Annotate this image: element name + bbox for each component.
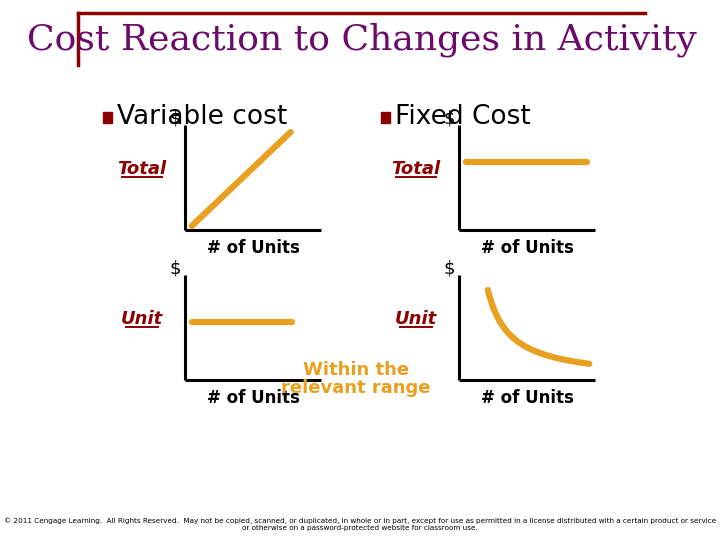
Bar (381, 112, 390, 123)
Text: Fixed Cost: Fixed Cost (395, 104, 531, 130)
Text: # of Units: # of Units (481, 239, 574, 257)
Text: Total: Total (392, 160, 441, 179)
Text: Within the: Within the (303, 361, 409, 379)
Text: # of Units: # of Units (207, 389, 300, 407)
Text: # of Units: # of Units (207, 239, 300, 257)
Text: Total: Total (117, 160, 167, 179)
Text: Unit: Unit (121, 310, 163, 328)
Text: relevant range: relevant range (281, 379, 431, 397)
Text: Variable cost: Variable cost (117, 104, 288, 130)
Bar (102, 112, 112, 123)
Text: $: $ (444, 110, 455, 128)
Text: Unit: Unit (395, 310, 437, 328)
Text: $: $ (169, 110, 181, 128)
Text: Cost Reaction to Changes in Activity: Cost Reaction to Changes in Activity (27, 23, 696, 57)
Text: $: $ (444, 260, 455, 278)
Text: $: $ (169, 260, 181, 278)
Text: # of Units: # of Units (481, 389, 574, 407)
Text: © 2011 Cengage Learning.  All Rights Reserved.  May not be copied, scanned, or d: © 2011 Cengage Learning. All Rights Rese… (4, 517, 716, 531)
